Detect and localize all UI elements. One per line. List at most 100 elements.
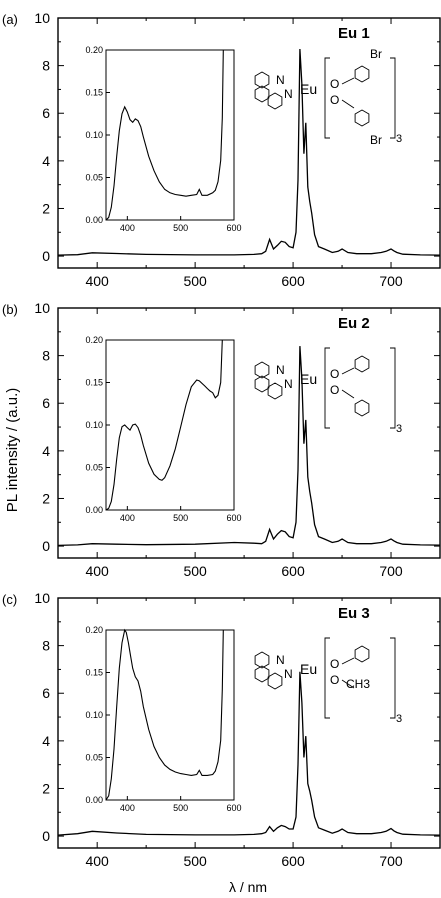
x-tick-label: 600 (281, 273, 305, 289)
phen-ring (254, 651, 283, 690)
subscript-label: 3 (396, 133, 402, 145)
y-tick-label: 10 (34, 300, 50, 316)
inset-y-tick-label: 0.00 (85, 215, 103, 225)
x-tick-label: 600 (281, 563, 305, 579)
inset-y-tick-label: 0.20 (85, 45, 103, 55)
y-tick-label: 6 (42, 685, 50, 701)
oxygen-label: O (330, 77, 339, 91)
phen-ring (254, 71, 283, 110)
nitrogen-label: N (284, 87, 293, 101)
substituent-label: Br (370, 133, 382, 147)
chemical-structure: NN Eu OO CH3 3 (254, 637, 402, 725)
inset-y-tick-label: 0.20 (85, 625, 103, 635)
y-tick-label: 2 (42, 490, 50, 506)
y-tick-label: 8 (42, 58, 50, 74)
y-tick-label: 2 (42, 780, 50, 796)
bracket-right (390, 57, 396, 139)
inset-x-tick-label: 400 (120, 223, 135, 233)
x-tick-label: 500 (183, 563, 207, 579)
nitrogen-label: N (284, 667, 293, 681)
oxygen-label: O (330, 367, 339, 381)
plot-frame (57, 307, 441, 559)
inset-spectrum-line (105, 49, 226, 221)
europium-label: Eu (300, 81, 317, 97)
x-tick-label: 700 (379, 273, 403, 289)
oxygen-label: O (330, 657, 339, 671)
bond (341, 367, 355, 399)
plot-frame (57, 597, 441, 849)
phenyl-ring (354, 399, 370, 417)
inset-y-tick-label: 0.10 (85, 420, 103, 430)
phen-ring (254, 361, 283, 400)
europium-label: Eu (300, 371, 317, 387)
y-tick-label: 8 (42, 638, 50, 654)
nitrogen-label: N (276, 653, 285, 667)
bracket-left (324, 637, 330, 719)
inset-y-tick-label: 0.10 (85, 130, 103, 140)
bromine-label: Br (370, 47, 382, 61)
bond (341, 77, 355, 109)
y-tick-label: 6 (42, 105, 50, 121)
chemical-structure: NN Eu OO Br Br 3 (254, 47, 402, 147)
inset-frame (105, 49, 235, 221)
y-axis-label: PL intensity / (a.u.) (4, 388, 21, 513)
oxygen-label: O (330, 383, 339, 397)
inset-x-tick-label: 600 (226, 223, 241, 233)
inset-spectrum-line (105, 628, 226, 801)
panel-1: 400 500 600 700 0 2 4 6 8 10 (b) Eu 2 400 500 600 0.00 0… (2, 300, 441, 579)
y-tick-label: 0 (42, 828, 50, 844)
nitrogen-label: N (276, 73, 285, 87)
x-tick-label: 400 (85, 563, 109, 579)
y-tick-label: 10 (34, 10, 50, 26)
inset-x-tick-label: 500 (173, 803, 188, 813)
spectrum-line (57, 671, 441, 836)
inset-y-tick-label: 0.15 (85, 378, 103, 388)
panel-letter: (c) (2, 592, 17, 607)
x-tick-label: 700 (379, 853, 403, 869)
compound-label: Eu 1 (338, 25, 370, 42)
x-tick-label: 400 (85, 273, 109, 289)
y-tick-label: 2 (42, 200, 50, 216)
y-tick-label: 8 (42, 348, 50, 364)
bond (341, 657, 355, 689)
spectrum-line (57, 48, 441, 256)
inset-spectrum-line (105, 339, 226, 511)
y-tick-label: 10 (34, 590, 50, 606)
subscript-label: 3 (396, 423, 402, 435)
inset-y-tick-label: 0.05 (85, 173, 103, 183)
bracket-left (324, 57, 330, 139)
bracket-right (390, 637, 396, 719)
nitrogen-label: N (284, 377, 293, 391)
phenyl-ring (354, 109, 370, 127)
x-tick-label: 700 (379, 563, 403, 579)
oxygen-label: O (330, 673, 339, 687)
phenyl-ring (354, 65, 370, 83)
panel-2: 400 500 600 700 0 2 4 6 8 10 (c) Eu 3 400 500 600 0.00 0… (2, 590, 441, 869)
y-tick-label: 4 (42, 733, 50, 749)
europium-label: Eu (300, 661, 317, 677)
inset-y-tick-label: 0.05 (85, 463, 103, 473)
y-tick-label: 0 (42, 538, 50, 554)
panel-0: 400 500 600 700 0 2 4 6 8 10 (a) Eu 1 400 500 600 0.00 0… (2, 10, 441, 289)
y-tick-label: 6 (42, 395, 50, 411)
y-tick-label: 4 (42, 153, 50, 169)
chemical-structure: NN Eu OO 3 (254, 347, 402, 435)
y-tick-label: 4 (42, 443, 50, 459)
compound-label: Eu 3 (338, 605, 370, 622)
inset-y-tick-label: 0.10 (85, 710, 103, 720)
subscript-label: 3 (396, 713, 402, 725)
x-tick-label: 500 (183, 853, 207, 869)
x-tick-label: 500 (183, 273, 207, 289)
inset-x-tick-label: 400 (120, 803, 135, 813)
inset-y-tick-label: 0.20 (85, 335, 103, 345)
plot-frame (57, 17, 441, 269)
compound-label: Eu 2 (338, 315, 370, 332)
bracket-right (390, 347, 396, 429)
bracket-left (324, 347, 330, 429)
inset-y-tick-label: 0.15 (85, 88, 103, 98)
inset-y-tick-label: 0.15 (85, 668, 103, 678)
inset-y-tick-label: 0.05 (85, 753, 103, 763)
inset-x-tick-label: 600 (226, 513, 241, 523)
inset-x-tick-label: 500 (173, 513, 188, 523)
